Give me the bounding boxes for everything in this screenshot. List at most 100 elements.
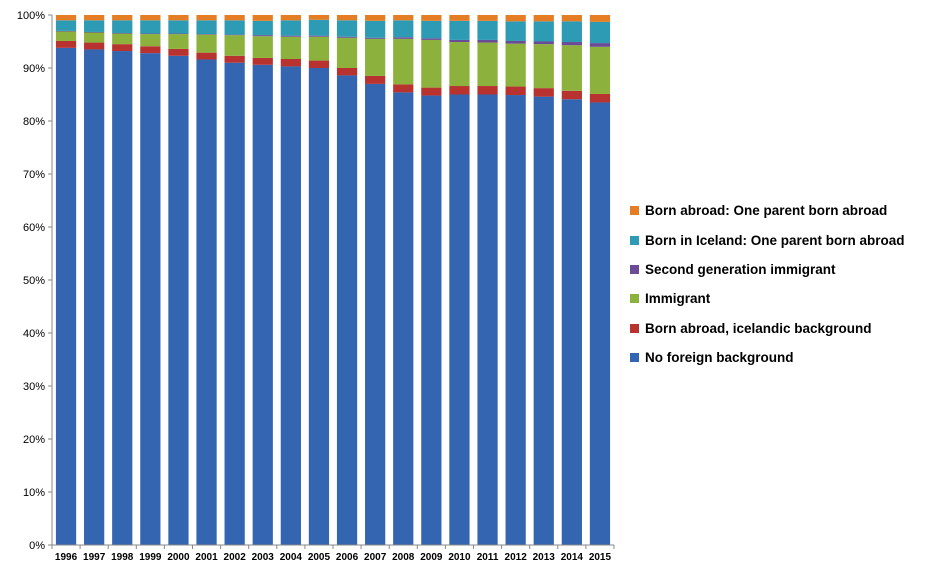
bar-segment <box>477 94 498 545</box>
y-tick-label: 10% <box>23 487 45 499</box>
bar-segment <box>505 40 526 44</box>
legend-label: No foreign background <box>645 350 794 366</box>
bar-segment <box>421 39 442 88</box>
bar-segment <box>84 31 105 33</box>
legend-label: Born abroad: One parent born abroad <box>645 203 888 219</box>
bar-segment <box>505 43 526 87</box>
bar-segment <box>589 15 611 22</box>
x-tick-label: 2001 <box>195 552 218 563</box>
legend-swatch <box>630 235 639 245</box>
bar-segment <box>449 20 470 40</box>
bar-segment <box>168 20 189 34</box>
bar-segment <box>252 15 273 21</box>
bar-segment <box>449 42 470 87</box>
bar-segment <box>449 94 470 545</box>
bar-segment <box>308 15 330 20</box>
bar-segment <box>589 102 611 545</box>
bar-segment <box>196 34 217 35</box>
bar-segment <box>561 99 582 546</box>
legend-label: Second generation immigrant <box>645 261 836 277</box>
bar-segment <box>449 15 470 21</box>
bar-segment <box>140 20 161 34</box>
bar-segment <box>365 37 386 39</box>
bar-segment <box>393 20 414 38</box>
bar-segment <box>140 34 161 47</box>
bar-segment <box>393 37 414 39</box>
bar-segment <box>561 90 582 100</box>
bar-segment <box>589 46 611 94</box>
bar-segment <box>280 20 301 36</box>
bar-segment <box>140 15 161 21</box>
bar-segment <box>393 15 414 21</box>
bar-segment <box>55 30 77 32</box>
x-tick-label: 1997 <box>83 552 106 563</box>
bar-segment <box>393 84 414 93</box>
bar-segment <box>505 95 526 545</box>
x-tick-label: 1999 <box>139 552 162 563</box>
bar-segment <box>477 15 498 21</box>
x-tick-label: 2004 <box>280 552 303 563</box>
bar-segment <box>365 15 386 21</box>
bar-segment <box>308 60 330 68</box>
bar-segment <box>252 64 273 545</box>
bar-segment <box>421 20 442 39</box>
x-tick-label: 2010 <box>448 552 471 563</box>
bar-segment <box>55 20 77 31</box>
bar-segment <box>505 15 526 22</box>
bar-segment <box>55 40 77 48</box>
bar-segment <box>84 32 105 43</box>
bar-segment <box>196 20 217 35</box>
legend-swatch <box>630 323 639 333</box>
bar-segment <box>280 35 301 37</box>
bar-segment <box>421 15 442 21</box>
bar-segment <box>561 42 582 46</box>
bar-segment <box>224 62 245 545</box>
bar-segment <box>168 34 189 49</box>
legend-item-born-abroad-one-parent: Born abroad: One parent born abroad <box>630 196 942 225</box>
bar-segment <box>196 52 217 60</box>
bar-segment <box>224 20 245 35</box>
bar-segment <box>252 57 273 65</box>
bar-segment <box>280 66 301 545</box>
bar-segment <box>224 55 245 63</box>
x-tick-label: 2011 <box>477 552 499 563</box>
legend-item-no-foreign-background: No foreign background <box>630 343 942 372</box>
bar-segment <box>477 20 498 40</box>
x-tick-label: 2014 <box>561 552 584 563</box>
bar-segment <box>336 37 358 68</box>
legend-item-second-generation: Second generation immigrant <box>630 255 942 284</box>
legend-swatch <box>630 353 639 363</box>
bar-segment <box>533 41 554 45</box>
bar-segment <box>112 20 133 34</box>
x-tick-label: 2015 <box>589 552 612 563</box>
bar-segment <box>308 19 330 36</box>
x-tick-label: 2000 <box>167 552 190 563</box>
bar-segment <box>477 39 498 43</box>
y-tick-label: 30% <box>23 381 45 393</box>
bar-segment <box>84 20 105 32</box>
bar-segment <box>55 15 77 21</box>
bars-group <box>55 15 611 546</box>
x-tick-label: 2003 <box>252 552 275 563</box>
bar-segment <box>421 95 442 545</box>
y-tick-label: 100% <box>17 10 45 22</box>
legend-swatch <box>630 206 639 216</box>
x-tick-label: 1998 <box>111 552 134 563</box>
bar-segment <box>449 86 470 95</box>
x-tick-label: 2005 <box>308 552 331 563</box>
y-tick-label: 50% <box>23 275 45 287</box>
bar-segment <box>112 33 133 45</box>
bar-segment <box>421 87 442 96</box>
bar-segment <box>365 20 386 38</box>
bar-segment <box>224 35 245 56</box>
x-tick-label: 2002 <box>224 552 247 563</box>
bar-segment <box>224 15 245 21</box>
bar-segment <box>365 75 386 84</box>
bar-segment <box>140 53 161 545</box>
x-tick-label: 2013 <box>533 552 556 563</box>
bar-segment <box>55 47 77 546</box>
bar-segment <box>280 36 301 59</box>
bar-segment <box>252 36 273 58</box>
bar-segment <box>280 58 301 67</box>
